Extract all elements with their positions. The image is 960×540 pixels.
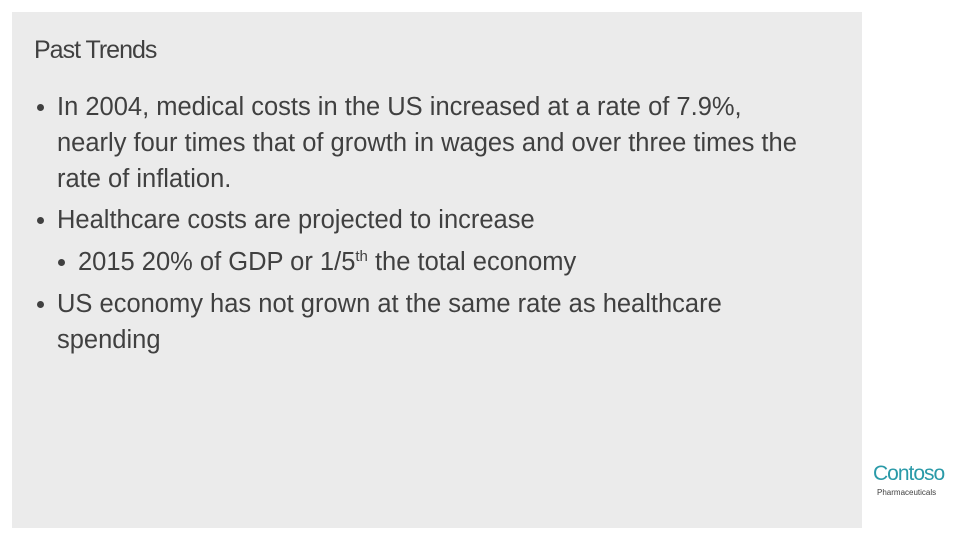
bullet-dot (37, 104, 44, 111)
bullet-text: US economy has not grown at the same rat… (57, 290, 722, 354)
bullet-dot (37, 217, 44, 224)
bullet: Healthcare costs are projected to increa… (37, 202, 817, 238)
bullet-dot (58, 259, 65, 266)
slide-title: Past Trends (34, 36, 157, 64)
bullet-dot (37, 301, 44, 308)
bullet-text: Healthcare costs are projected to increa… (57, 206, 535, 234)
sub-text: 2015 20% of GDP or 1/5 (78, 248, 356, 276)
bullet: US economy has not grown at the same rat… (37, 286, 832, 358)
logo-name: Contoso (873, 462, 945, 485)
sub-bullet: 2015 20% of GDP or 1/5th the total econo… (58, 244, 818, 280)
logo-tagline: Pharmaceuticals (877, 488, 937, 497)
sub-text: the total economy (367, 248, 577, 276)
bullet-text: In 2004, medical costs in the US increas… (57, 93, 797, 193)
bullet: In 2004, medical costs in the US increas… (37, 89, 817, 197)
slide-panel (12, 12, 862, 528)
superscript: th (355, 248, 368, 265)
